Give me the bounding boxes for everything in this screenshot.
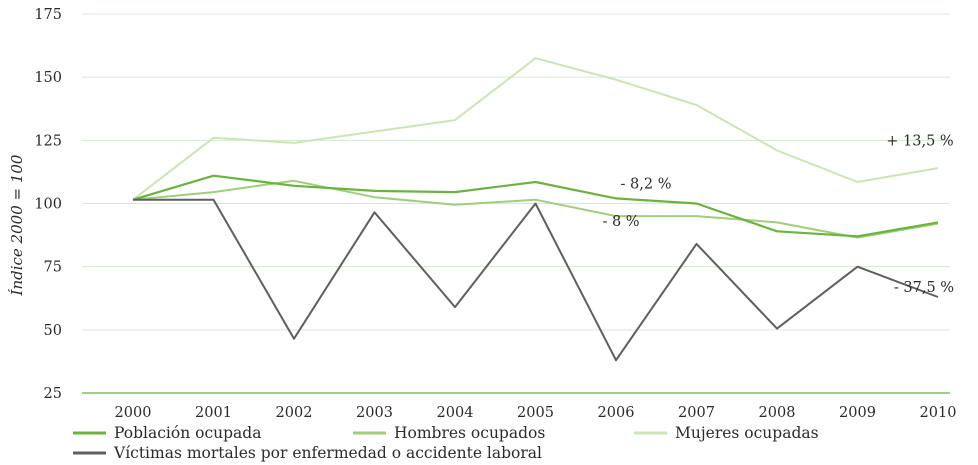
legend-label-2: Hombres ocupados xyxy=(394,424,545,442)
x-tick-label-2007: 2007 xyxy=(678,405,715,421)
series-line-4 xyxy=(133,198,939,362)
x-tick-label-2002: 2002 xyxy=(276,405,313,421)
legend: Población ocupada Hombres ocupados Mujeres… xyxy=(73,424,819,462)
y-axis-label: Índice 2000 = 100 xyxy=(8,154,26,296)
x-tick-label-2004: 2004 xyxy=(437,405,474,421)
x-tick-label-2010: 2010 xyxy=(920,405,957,421)
y-axis-ticks: 25 50 75 100 125 150 175 xyxy=(34,7,62,402)
series-line-2 xyxy=(132,179,939,239)
gridlines xyxy=(82,13,950,331)
y-tick-label-150: 150 xyxy=(34,70,62,86)
x-tick-label-2006: 2006 xyxy=(598,405,635,421)
legend-label-3: Mujeres ocupadas xyxy=(675,424,819,442)
y-tick-label-75: 75 xyxy=(44,260,62,276)
x-axis-ticks: 2000 2001 2002 2003 2004 2005 2006 2007 2008 2009… xyxy=(115,405,957,421)
series-line-3 xyxy=(132,57,939,201)
annotation-2: - 8,2 % xyxy=(621,176,672,192)
legend-label-1: Población ocupada xyxy=(114,424,261,442)
y-tick-label-50: 50 xyxy=(44,323,62,339)
x-tick-label-2005: 2005 xyxy=(517,405,554,421)
series-line-1 xyxy=(132,174,939,238)
y-tick-label-125: 125 xyxy=(34,133,62,149)
y-tick-label-100: 100 xyxy=(34,197,62,213)
y-tick-label-175: 175 xyxy=(34,7,62,23)
annotation-1: + 13,5 % xyxy=(886,133,953,149)
x-tick-label-2001: 2001 xyxy=(195,405,232,421)
series-lines xyxy=(132,57,939,362)
x-tick-label-2000: 2000 xyxy=(115,405,152,421)
annotation-3: - 8 % xyxy=(602,214,639,230)
annotations: + 13,5 % - 8,2 % - 8 % - 37,5 % xyxy=(602,133,954,296)
annotation-4: - 37,5 % xyxy=(894,280,954,296)
y-tick-label-25: 25 xyxy=(44,386,62,402)
legend-label-4: Víctimas mortales por enfermedad o accid… xyxy=(113,444,542,462)
x-tick-label-2003: 2003 xyxy=(356,405,393,421)
x-tick-label-2009: 2009 xyxy=(839,405,876,421)
x-tick-label-2008: 2008 xyxy=(759,405,796,421)
